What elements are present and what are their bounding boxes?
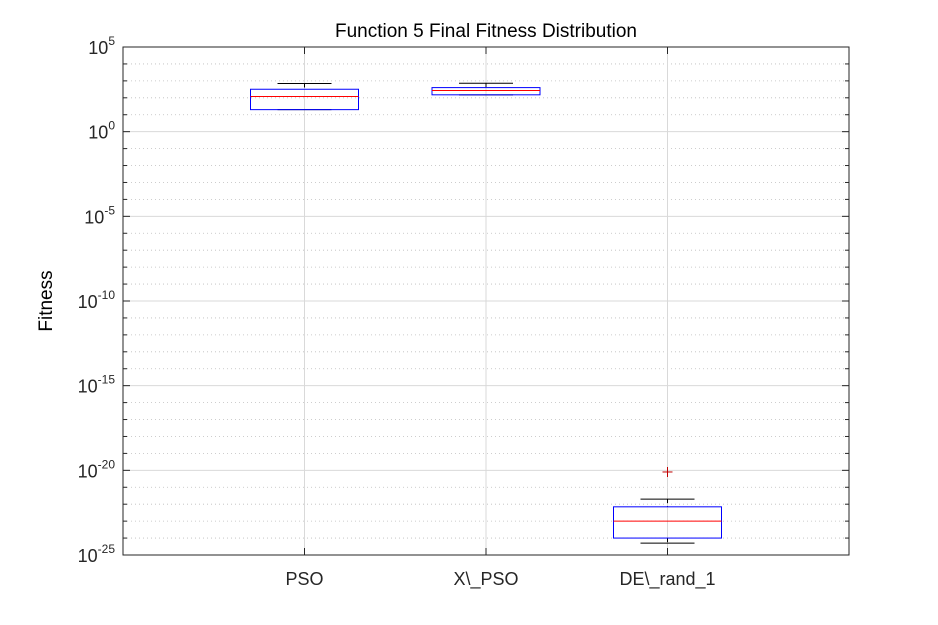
boxes	[250, 82, 722, 544]
box-group	[250, 82, 359, 111]
minor-grid	[123, 63, 849, 539]
chart-title: Function 5 Final Fitness Distribution	[335, 21, 637, 42]
major-grid	[123, 47, 849, 555]
y-tick-labels: 10-25 10-20 10-15 10-10 10-5 100 105	[78, 34, 116, 566]
box-iqr	[250, 88, 359, 111]
axis-ticks	[123, 46, 849, 556]
y-axis-label: Fitness	[36, 270, 57, 331]
x-tick-labels: PSO X\_PSO DE\_rand_1	[285, 569, 715, 590]
box-iqr	[613, 506, 722, 539]
x-tick-label: X\_PSO	[453, 569, 518, 590]
y-tick-label: 10-25	[78, 542, 116, 566]
box-iqr	[431, 87, 541, 96]
y-tick-label: 10-20	[78, 457, 116, 481]
y-tick-label: 105	[88, 34, 115, 58]
box-group	[431, 82, 541, 96]
outlier-marker	[662, 466, 673, 477]
y-tick-label: 100	[88, 119, 115, 143]
box-group	[613, 466, 722, 544]
y-tick-label: 10-5	[84, 203, 115, 227]
y-tick-label: 10-10	[78, 288, 116, 312]
x-tick-label: PSO	[285, 569, 323, 589]
y-tick-label: 10-15	[78, 373, 116, 397]
x-tick-label: DE\_rand_1	[619, 569, 715, 590]
